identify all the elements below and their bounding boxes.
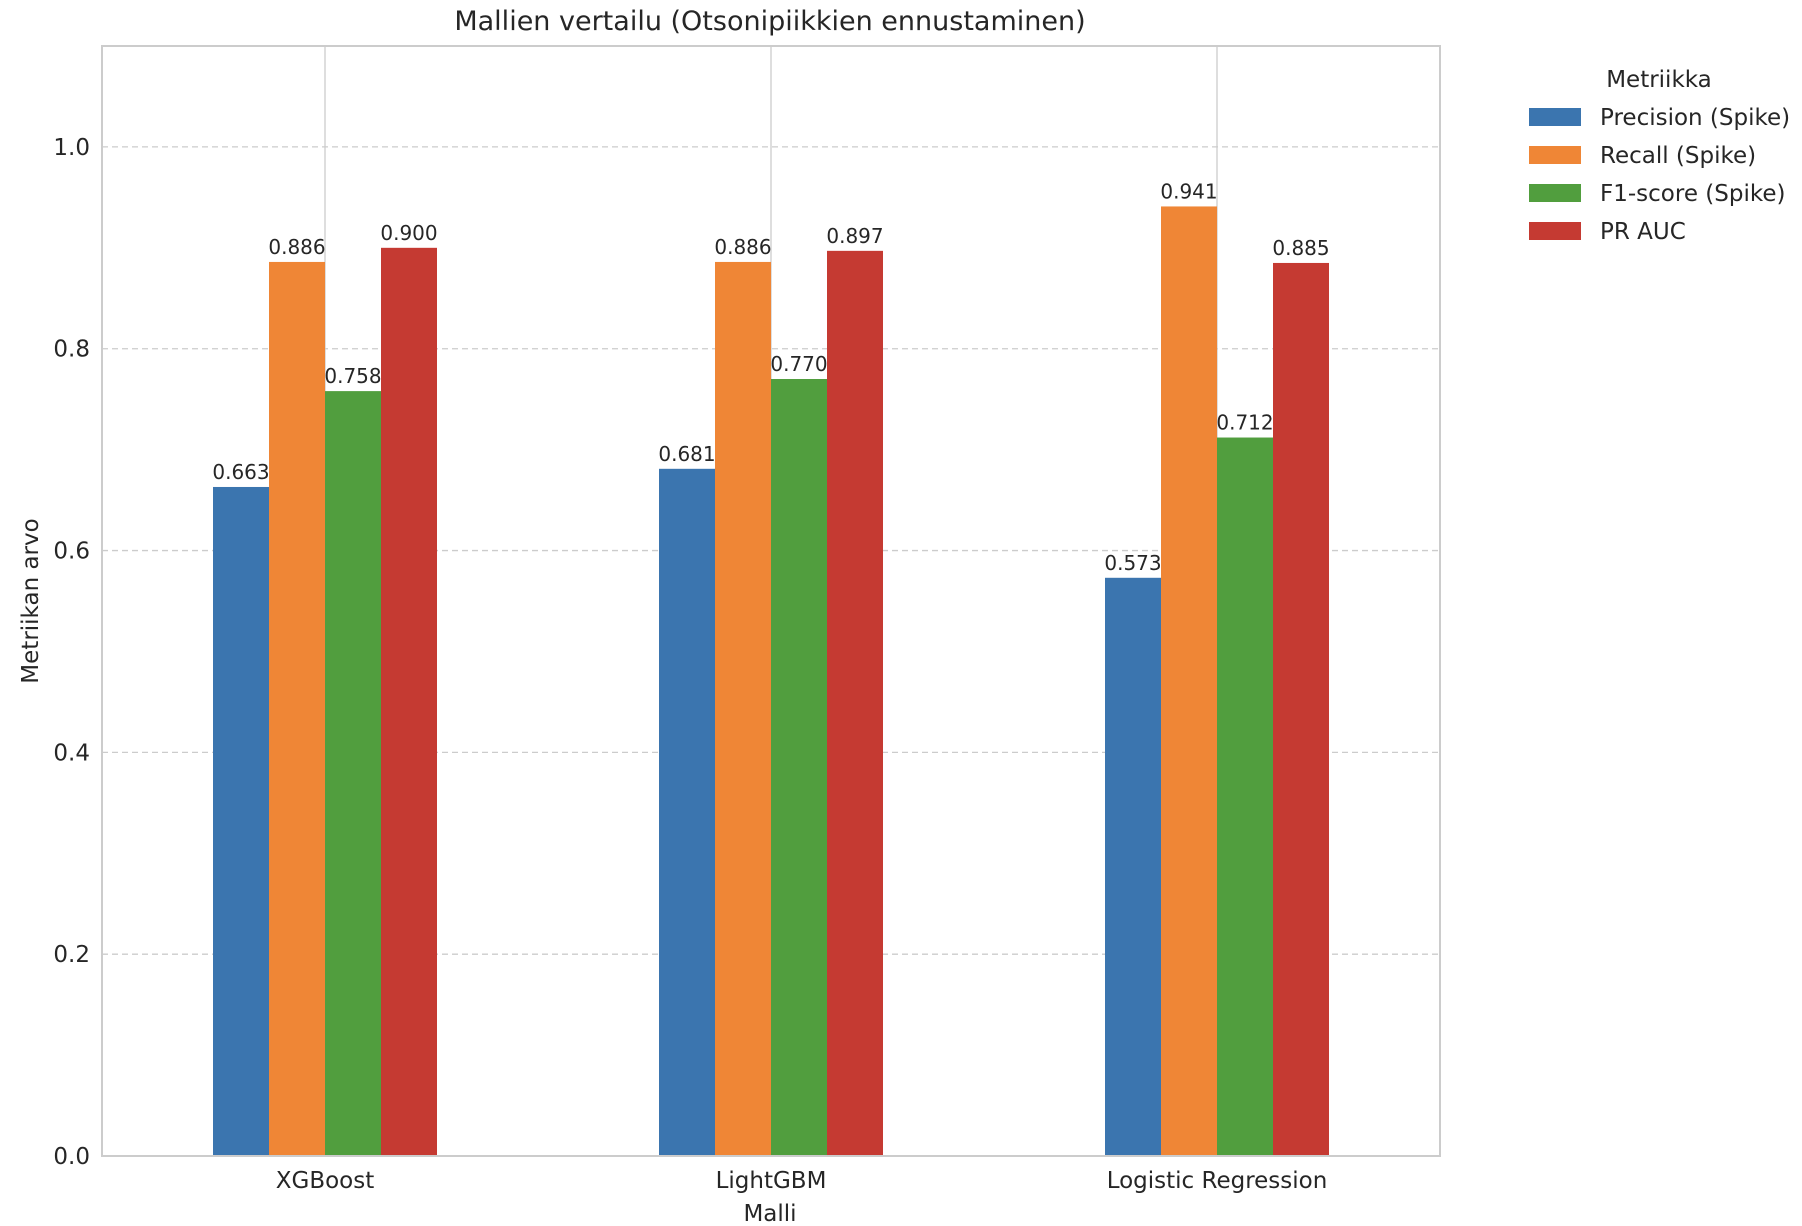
- bar-group-0: 0.663 0.886 0.758 0.900: [212, 221, 438, 1157]
- legend-item: PR AUC: [1529, 219, 1686, 245]
- bar-value-label: 0.897: [826, 224, 883, 248]
- bar: [213, 486, 269, 1156]
- bar-value-label: 0.886: [268, 235, 325, 259]
- bar: [1273, 262, 1329, 1156]
- legend-label: F1-score (Spike): [1600, 181, 1785, 207]
- legend-swatch: [1529, 184, 1581, 202]
- y-axis-ticks: 0.0 0.2 0.4 0.6 0.8 1.0: [53, 135, 90, 1170]
- bar-value-label: 0.681: [658, 442, 715, 466]
- legend-item: F1-score (Spike): [1529, 181, 1785, 207]
- y-tick-label: 0.2: [53, 942, 90, 968]
- bar: [827, 250, 883, 1156]
- y-tick-label: 0.4: [53, 740, 90, 766]
- bar-value-label: 0.712: [1216, 411, 1273, 435]
- bar-group-1: 0.681 0.886 0.770 0.897: [658, 224, 884, 1157]
- x-axis-label: Malli: [743, 1201, 796, 1226]
- bars: 0.663 0.886 0.758 0.900 0.681 0.886 0.770 0.897…: [212, 179, 1330, 1157]
- legend-swatch: [1529, 222, 1581, 240]
- x-axis-ticks: XGBoost LightGBM Logistic Regression: [276, 1168, 1328, 1194]
- legend-label: Recall (Spike): [1600, 143, 1756, 169]
- legend: Metriikka Precision (Spike) Recall (Spike…: [1529, 67, 1790, 245]
- y-axis-label: Metriikan arvo: [18, 518, 44, 683]
- bar-value-label: 0.770: [770, 352, 827, 376]
- bar-value-label: 0.663: [212, 460, 269, 484]
- bar-value-label: 0.573: [1104, 551, 1161, 575]
- y-tick-label: 0.6: [53, 539, 90, 565]
- bar: [715, 261, 771, 1157]
- legend-items: Precision (Spike) Recall (Spike) F1-score …: [1529, 105, 1790, 245]
- x-tick-label: XGBoost: [276, 1168, 375, 1194]
- chart-title: Mallien vertailu (Otsonipiikkien ennusta…: [454, 6, 1085, 37]
- bar-value-label: 0.885: [1272, 236, 1329, 260]
- bar-value-label: 0.886: [714, 235, 771, 259]
- plot-frame: [101, 45, 1441, 1157]
- bar: [1105, 577, 1161, 1156]
- legend-item: Recall (Spike): [1529, 143, 1756, 169]
- legend-title: Metriikka: [1606, 67, 1712, 93]
- x-tick-label: LightGBM: [716, 1168, 827, 1194]
- bar-value-label: 0.758: [324, 364, 381, 388]
- y-tick-label: 0.0: [53, 1144, 90, 1170]
- bar: [381, 247, 437, 1156]
- legend-item: Precision (Spike): [1529, 105, 1790, 131]
- legend-swatch: [1529, 108, 1581, 126]
- bar: [659, 468, 715, 1156]
- bar: [1161, 206, 1217, 1157]
- y-tick-label: 1.0: [53, 135, 90, 161]
- bar: [269, 261, 325, 1157]
- bar-value-label: 0.900: [380, 221, 437, 245]
- bar-group-2: 0.573 0.941 0.712 0.885: [1104, 179, 1330, 1157]
- bar-value-label: 0.941: [1160, 179, 1217, 203]
- bar: [1217, 437, 1273, 1156]
- y-tick-label: 0.8: [53, 337, 90, 363]
- bar: [325, 391, 381, 1156]
- legend-label: PR AUC: [1600, 219, 1686, 245]
- legend-swatch: [1529, 146, 1581, 164]
- x-tick-label: Logistic Regression: [1107, 1168, 1328, 1194]
- legend-label: Precision (Spike): [1600, 105, 1790, 131]
- bar: [771, 379, 827, 1156]
